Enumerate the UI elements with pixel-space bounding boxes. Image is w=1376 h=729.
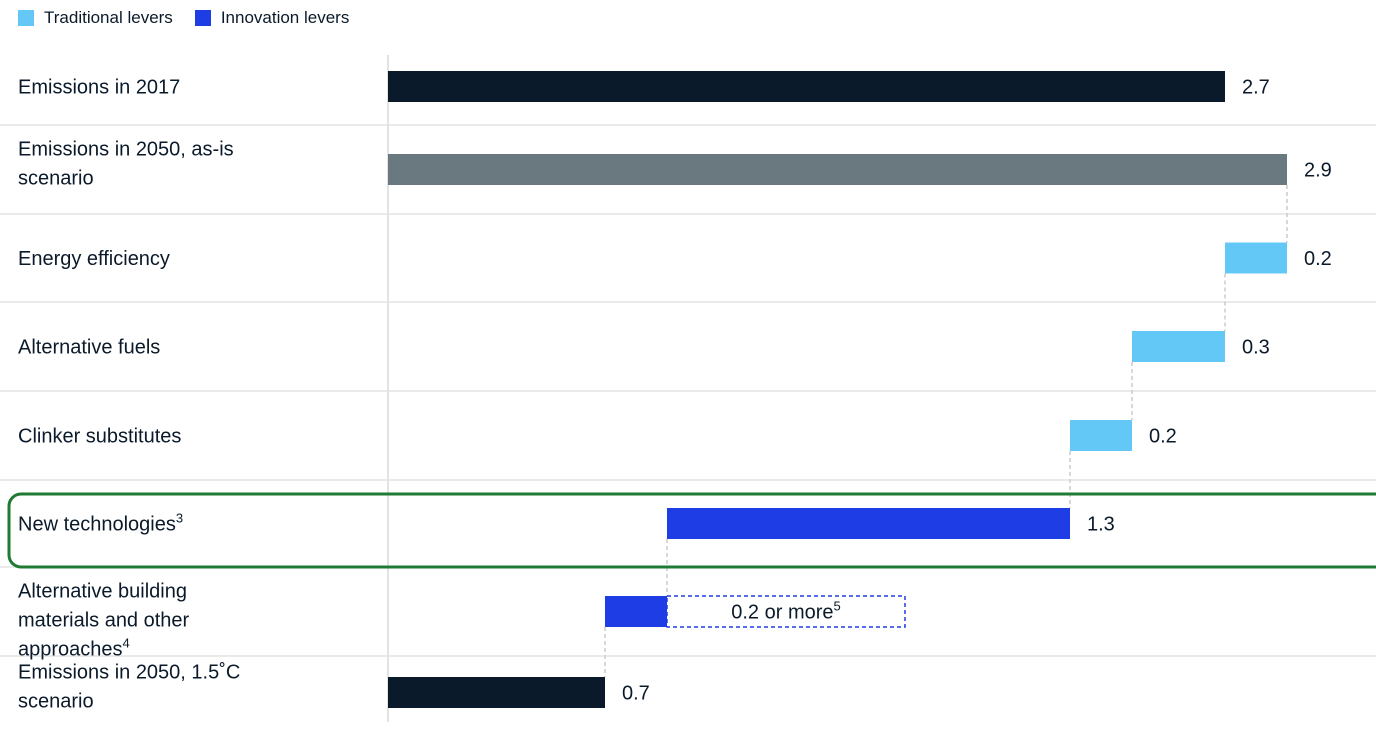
highlight-frame bbox=[7, 492, 1376, 569]
legend-label-traditional: Traditional levers bbox=[44, 8, 173, 27]
bar-innovation bbox=[605, 596, 667, 627]
bar-traditional bbox=[1070, 420, 1132, 451]
value-label: 1.3 bbox=[1087, 514, 1115, 536]
legend: Traditional levers Innovation levers bbox=[18, 7, 349, 29]
category-label: Emissions in 2050, 1.5˚C scenario bbox=[18, 662, 240, 713]
value-label: 0.2 bbox=[1304, 248, 1332, 270]
bar-total bbox=[388, 71, 1225, 102]
legend-swatch-innovation bbox=[194, 10, 211, 26]
value-label: 0.2 bbox=[1149, 426, 1177, 448]
legend-item-traditional: Traditional levers bbox=[18, 8, 173, 28]
value-label: 0.7 bbox=[622, 683, 650, 705]
bar-total bbox=[388, 677, 605, 708]
category-label: Clinker substitutes bbox=[18, 426, 181, 448]
value-label: 0.2 or more5 bbox=[731, 599, 841, 624]
legend-label-innovation: Innovation levers bbox=[220, 8, 350, 27]
category-label: Alternative building materials and other a… bbox=[18, 581, 190, 661]
category-label: Alternative fuels bbox=[18, 337, 160, 359]
value-label: 2.9 bbox=[1304, 160, 1332, 182]
bar-traditional bbox=[1225, 242, 1287, 274]
value-label: 2.7 bbox=[1242, 77, 1270, 99]
category-label: Energy efficiency bbox=[18, 248, 170, 270]
bar-innovation bbox=[667, 508, 1070, 539]
legend-item-innovation: Innovation levers bbox=[194, 8, 350, 28]
dashed-extension-box bbox=[666, 595, 906, 628]
legend-swatch-traditional bbox=[18, 10, 34, 26]
bar-traditional bbox=[1132, 331, 1225, 362]
category-label: Emissions in 2050, as-is scenario bbox=[18, 139, 234, 190]
bar-as_is bbox=[388, 154, 1287, 185]
value-label: 0.3 bbox=[1242, 337, 1270, 359]
category-label: Emissions in 2017 bbox=[18, 77, 180, 99]
category-label: New technologies3 bbox=[18, 511, 183, 536]
